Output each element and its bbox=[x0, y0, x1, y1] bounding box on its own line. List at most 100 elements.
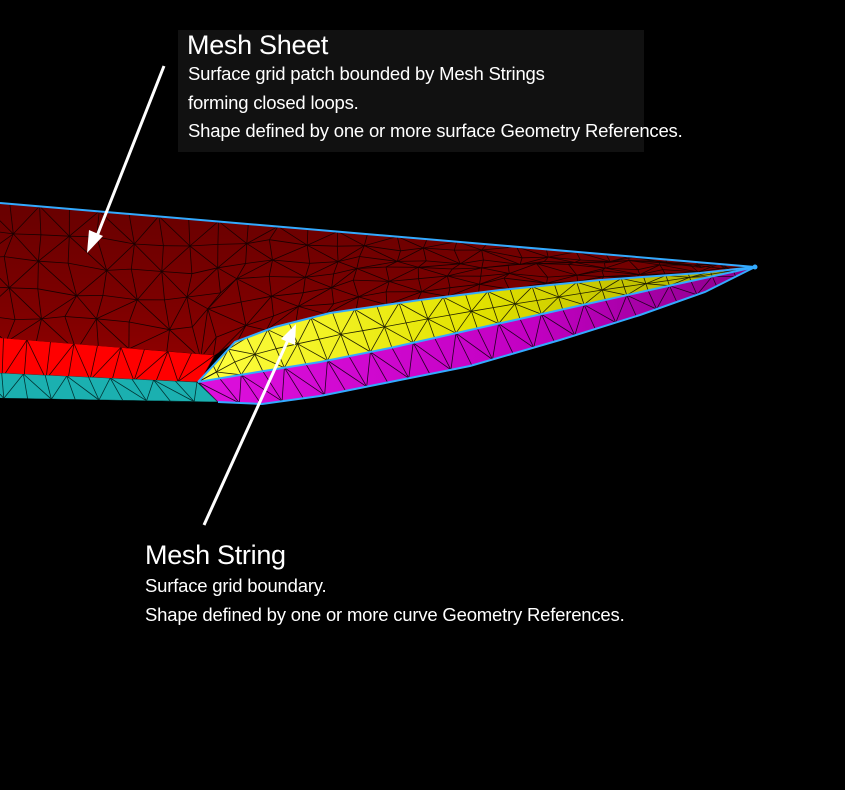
mesh-edge bbox=[303, 287, 332, 294]
mesh-edge bbox=[325, 296, 359, 315]
mesh-string-callout: Mesh String Surface grid boundary. Shape… bbox=[145, 540, 705, 629]
mesh-edge bbox=[541, 296, 559, 315]
mesh-edge bbox=[481, 249, 523, 259]
lower-string bbox=[217, 266, 756, 406]
mesh-edge bbox=[417, 291, 422, 301]
mesh-edge bbox=[66, 375, 76, 400]
mesh-edge bbox=[109, 377, 124, 401]
mesh-edge bbox=[711, 276, 717, 287]
mesh-edge bbox=[645, 283, 649, 291]
mesh-edge bbox=[455, 311, 472, 334]
mesh-sheet-line-1: Surface grid patch bounded by Mesh Strin… bbox=[188, 63, 545, 84]
mesh-edge bbox=[331, 287, 335, 304]
mesh-edge bbox=[637, 269, 641, 275]
mesh-edge bbox=[161, 271, 165, 300]
mesh-edge bbox=[276, 343, 298, 350]
mesh-edge bbox=[487, 291, 494, 308]
mesh-edge bbox=[23, 373, 28, 399]
mesh-edge bbox=[453, 249, 461, 264]
mesh-edge bbox=[246, 226, 279, 244]
mesh-edge bbox=[405, 322, 414, 343]
mesh-edge bbox=[385, 291, 388, 305]
mesh-edge bbox=[362, 330, 371, 353]
mesh-edge bbox=[207, 278, 237, 310]
mesh-edge bbox=[217, 263, 246, 269]
mesh-edge bbox=[669, 285, 698, 296]
mesh-edge bbox=[667, 277, 690, 281]
mesh-edge bbox=[396, 236, 401, 251]
mesh-edge bbox=[576, 282, 581, 294]
mesh-edge bbox=[106, 268, 132, 271]
mesh-edge bbox=[297, 343, 328, 361]
mesh-edge bbox=[576, 251, 611, 262]
mesh-edge bbox=[536, 262, 575, 264]
mesh-edge bbox=[38, 234, 42, 262]
mesh-edge bbox=[541, 313, 576, 336]
mesh-edge bbox=[1, 339, 28, 379]
mesh-edge bbox=[131, 378, 147, 402]
mesh-edge bbox=[9, 203, 14, 234]
mesh-edge bbox=[519, 257, 523, 265]
mesh-edge bbox=[216, 371, 242, 376]
mesh-edge bbox=[359, 256, 398, 262]
mesh-edge bbox=[271, 276, 306, 297]
mesh-edge bbox=[696, 276, 713, 296]
mesh-edge bbox=[558, 293, 581, 298]
mesh-edge bbox=[358, 296, 388, 306]
mesh-edge bbox=[421, 291, 449, 297]
mesh-edge bbox=[0, 233, 14, 259]
mesh-edge bbox=[384, 326, 414, 344]
mesh-edge bbox=[186, 292, 221, 298]
mesh-edge bbox=[408, 342, 414, 379]
mesh-edge bbox=[455, 333, 473, 366]
mesh-edge bbox=[131, 268, 162, 272]
mesh-edge bbox=[169, 296, 188, 330]
mesh-edge bbox=[575, 251, 581, 261]
mesh-edge bbox=[88, 376, 100, 401]
mesh-edge bbox=[471, 311, 478, 329]
mesh-edge bbox=[358, 291, 387, 298]
mesh-edge bbox=[67, 262, 77, 296]
mesh-edge bbox=[417, 260, 427, 268]
mesh-edge bbox=[483, 259, 521, 265]
mesh-edge bbox=[492, 323, 499, 360]
mesh-edge bbox=[658, 261, 661, 266]
mesh-sheet-callout: Mesh Sheet Surface grid patch bounded by… bbox=[178, 30, 683, 152]
mesh-edge bbox=[669, 285, 678, 303]
mesh-edge bbox=[186, 297, 193, 327]
mesh-edge bbox=[465, 294, 472, 312]
mesh-edge bbox=[96, 295, 104, 319]
mesh-edge bbox=[662, 269, 666, 275]
mesh-edge bbox=[479, 277, 505, 285]
mesh-edge bbox=[487, 291, 516, 305]
mesh-edge bbox=[662, 269, 699, 273]
mesh-edge bbox=[421, 287, 451, 293]
mesh-edge bbox=[331, 279, 354, 288]
mesh-edge bbox=[476, 328, 493, 360]
mesh-edge bbox=[161, 271, 192, 275]
mesh-sheet-line-2: forming closed loops. bbox=[188, 91, 359, 113]
mesh-edge bbox=[628, 260, 639, 270]
mesh-edge bbox=[217, 267, 221, 293]
mesh-edge bbox=[0, 256, 5, 259]
mesh-edge bbox=[254, 329, 269, 355]
mesh-edge bbox=[327, 360, 367, 388]
mesh-edge bbox=[574, 261, 611, 263]
mesh-edge bbox=[137, 299, 170, 330]
mesh-edge bbox=[192, 326, 201, 359]
mesh-edge bbox=[13, 205, 40, 235]
mesh-edge bbox=[354, 309, 385, 328]
mesh-edge bbox=[186, 296, 208, 310]
mesh-edge bbox=[514, 286, 533, 305]
mesh-edge bbox=[623, 286, 628, 296]
mesh-edge bbox=[216, 361, 235, 373]
mesh-edge bbox=[298, 303, 334, 307]
mesh-edge bbox=[239, 374, 242, 404]
mesh-edge bbox=[297, 338, 320, 345]
mesh-edge bbox=[96, 318, 130, 350]
mesh-edge bbox=[333, 296, 359, 305]
mesh-edge bbox=[558, 281, 577, 298]
mesh-edge bbox=[412, 342, 431, 375]
mesh-edge bbox=[536, 300, 542, 315]
mesh-edge bbox=[236, 263, 246, 279]
